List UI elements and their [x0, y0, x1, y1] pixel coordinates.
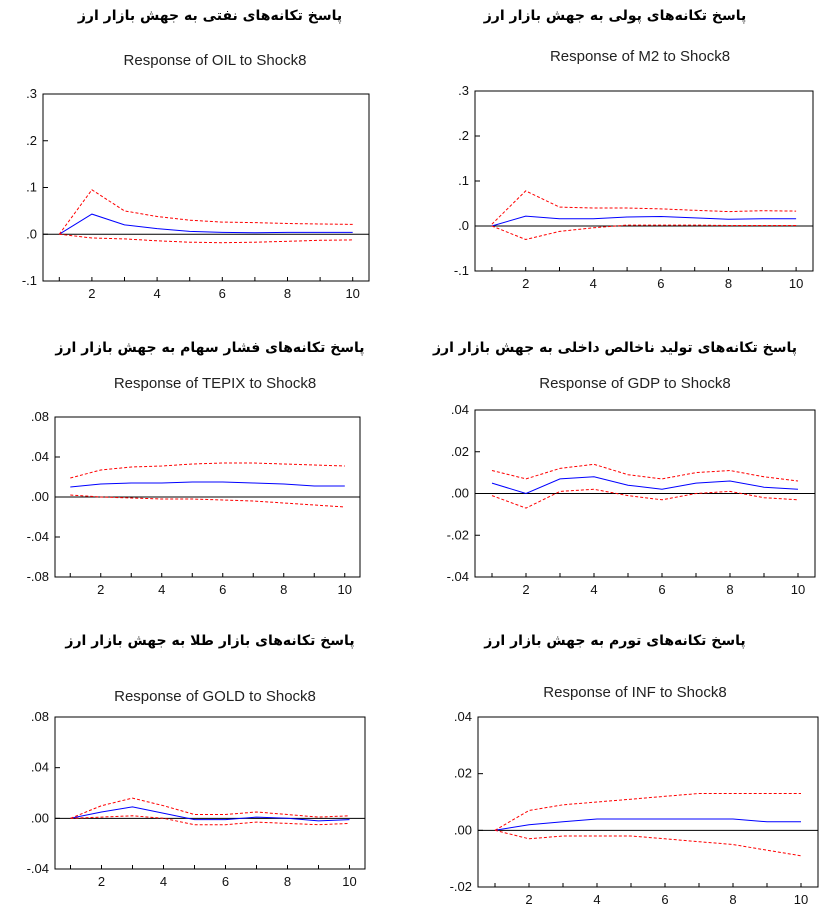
x-tick-label: 8	[284, 874, 291, 889]
x-tick-label: 4	[593, 892, 600, 907]
y-tick-label: .00	[451, 486, 469, 501]
x-tick-label: 10	[789, 276, 803, 291]
y-tick-label: .04	[31, 760, 49, 775]
y-tick-label: -.04	[27, 861, 49, 876]
x-tick-label: 6	[661, 892, 668, 907]
x-tick-label: 2	[88, 286, 95, 301]
x-tick-label: 10	[338, 582, 352, 597]
chart-tepix: -.08 -.04 .00 .04 .08 2 4 6 8 10	[27, 409, 361, 597]
panel-title-oil: پاسخ تکانه‌های نفتی به جهش بازار ارز	[77, 8, 343, 24]
chart-title-gold: Response of GOLD to Shock8	[114, 688, 316, 705]
x-tick-label: 2	[98, 874, 105, 889]
series-lower-line	[70, 815, 350, 826]
series-response-line	[491, 215, 797, 227]
panel-title-gdp: پاسخ تکانه‌های تولید ناخالص داخلی به جهش…	[432, 340, 798, 356]
series-lower-line	[491, 488, 799, 509]
y-tick-label: .04	[31, 449, 49, 464]
panel-title-m2: پاسخ تکانه‌های پولی به جهش بازار ارز	[483, 8, 747, 24]
y-tick-label: .02	[451, 444, 469, 459]
x-tick-label: 4	[158, 582, 165, 597]
y-tick-label: .02	[454, 766, 472, 781]
x-tick-label: 10	[791, 582, 805, 597]
y-tick-label: -.02	[447, 527, 469, 542]
y-tick-label: .3	[458, 83, 469, 98]
x-tick-label: 2	[522, 582, 529, 597]
y-tick-label: .04	[451, 402, 469, 417]
x-tick-label: 8	[284, 286, 291, 301]
series-lower-line	[494, 829, 802, 857]
y-tick-label: -.04	[447, 569, 469, 584]
chart-title-tepix: Response of TEPIX to Shock8	[113, 375, 317, 392]
y-tick-label: -.1	[22, 273, 37, 288]
y-tick-label: .08	[31, 709, 49, 724]
series-upper-line	[58, 189, 353, 235]
series-upper-line	[70, 462, 345, 479]
series-upper-line	[491, 190, 797, 225]
chart-title-oil: Response of OIL to Shock8	[123, 52, 307, 69]
chart-gold: -.04 .00 .04 .08 2 4 6 8 10	[27, 709, 366, 889]
x-tick-label: 10	[794, 892, 808, 907]
x-tick-label: 10	[342, 874, 356, 889]
chart-title-gdp: Response of GDP to Shock8	[539, 375, 731, 392]
series-response-line	[70, 481, 345, 488]
x-tick-label: 4	[160, 874, 167, 889]
x-tick-label: 10	[345, 286, 359, 301]
x-tick-label: 6	[219, 286, 226, 301]
y-tick-label: .00	[31, 489, 49, 504]
series-response-line	[70, 806, 350, 822]
y-tick-label: -.04	[27, 529, 49, 544]
x-tick-label: 8	[725, 276, 732, 291]
x-tick-label: 6	[219, 582, 226, 597]
panel-title-gold: پاسخ تکانه‌های بازار طلا به جهش بازار ار…	[65, 633, 355, 649]
y-tick-label: .0	[26, 226, 37, 241]
plot-frame	[474, 90, 814, 272]
chart-inf: -.02 .00 .02 .04 2 4 6 8 10	[450, 709, 819, 907]
series-response-line	[59, 213, 353, 235]
panel-title-inf: پاسخ تکانه‌های تورم به جهش بازار ارز	[484, 633, 746, 649]
x-tick-label: 8	[729, 892, 736, 907]
y-tick-label: -.02	[450, 879, 472, 894]
series-upper-line	[491, 463, 799, 482]
series-upper-line	[70, 797, 350, 819]
x-tick-label: 2	[97, 582, 104, 597]
y-tick-label: .0	[458, 218, 469, 233]
series-response-line	[491, 476, 799, 495]
plot-frame	[477, 716, 819, 888]
y-tick-label: -.08	[27, 569, 49, 584]
x-tick-label: 2	[522, 276, 529, 291]
series-lower-line	[59, 233, 353, 244]
y-tick-label: .1	[26, 180, 37, 195]
x-tick-label: 6	[222, 874, 229, 889]
chart-gdp: -.04 -.02 .00 .02 .04 2 4 6 8 10	[447, 402, 816, 597]
x-tick-label: 6	[658, 582, 665, 597]
chart-oil: -.1 .0 .1 .2 .3 2 4 6 8 10	[22, 86, 370, 301]
chart-title-m2: Response of M2 to Shock8	[549, 48, 731, 65]
series-response-line	[494, 818, 801, 831]
x-tick-label: 8	[726, 582, 733, 597]
plot-frame	[54, 716, 366, 870]
x-tick-label: 2	[525, 892, 532, 907]
y-tick-label: -.1	[454, 263, 469, 278]
y-tick-label: .2	[458, 128, 469, 143]
plot-frame	[42, 93, 370, 282]
series-upper-line	[494, 793, 801, 831]
chart-title-inf: Response of INF to Shock8	[543, 684, 727, 701]
x-tick-label: 6	[657, 276, 664, 291]
panel-title-tepix: پاسخ تکانه‌های فشار سهام به جهش بازار ار…	[55, 340, 365, 356]
series-lower-line	[70, 494, 345, 508]
y-tick-label: .1	[458, 173, 469, 188]
y-tick-label: .04	[454, 709, 472, 724]
series-lower-line	[491, 224, 797, 241]
x-tick-label: 4	[153, 286, 160, 301]
chart-m2: -.1 .0 .1 .2 .3 2 4 6 8 10	[454, 83, 814, 291]
x-tick-label: 8	[280, 582, 287, 597]
y-tick-label: .08	[31, 409, 49, 424]
x-tick-label: 4	[590, 582, 597, 597]
y-tick-label: .00	[31, 810, 49, 825]
x-tick-label: 4	[590, 276, 597, 291]
y-tick-label: .2	[26, 133, 37, 148]
y-tick-label: .00	[454, 822, 472, 837]
y-tick-label: .3	[26, 86, 37, 101]
